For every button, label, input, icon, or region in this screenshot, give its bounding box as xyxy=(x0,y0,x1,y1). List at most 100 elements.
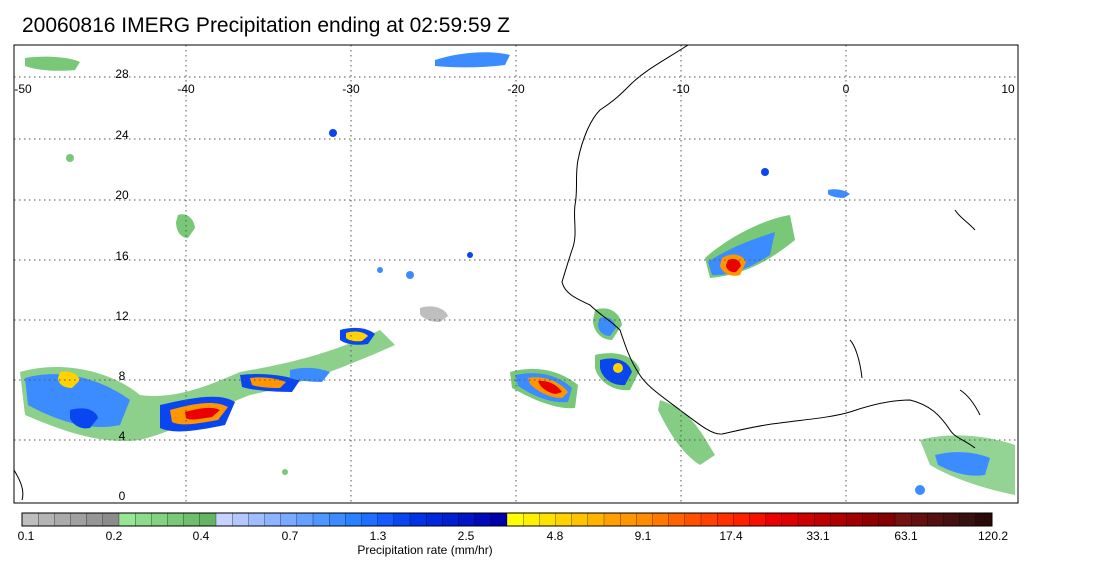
colorbar-swatch xyxy=(587,512,605,527)
colorbar-swatch xyxy=(151,512,168,527)
map-title: 20060816 IMERG Precipitation ending at 0… xyxy=(22,14,510,37)
colorbar-tick-label: 9.1 xyxy=(635,529,652,543)
colorbar-swatch xyxy=(361,512,379,527)
colorbar-frame xyxy=(21,512,993,527)
map-frame xyxy=(13,44,1019,504)
colorbar-swatch xyxy=(296,512,314,527)
colorbar-swatch xyxy=(539,512,556,527)
lon-label: 0 xyxy=(843,82,850,96)
colorbar-swatch xyxy=(684,512,702,527)
colorbar-swatch xyxy=(814,512,831,527)
colorbar-swatch xyxy=(54,512,71,527)
colorbar-tick-label: 1.3 xyxy=(370,529,387,543)
colorbar-swatch xyxy=(329,512,346,527)
colorbar-swatch xyxy=(894,512,912,527)
colorbar-swatch xyxy=(86,512,104,527)
colorbar-swatch xyxy=(765,512,783,527)
colorbar-swatch xyxy=(70,512,88,527)
lat-label: 0 xyxy=(119,489,126,503)
colorbar-swatch xyxy=(523,512,540,527)
colorbar-tick-labels: 0.1 0.2 0.4 0.7 1.3 2.5 4.8 9.1 17.4 33.… xyxy=(18,529,1009,543)
colorbar-tick-label: 17.4 xyxy=(719,529,743,543)
niger-delta xyxy=(959,389,981,416)
colorbar-swatch xyxy=(911,512,928,527)
coastlines xyxy=(14,45,981,501)
colorbar-swatch xyxy=(943,512,961,527)
colorbar-swatch xyxy=(830,512,847,527)
colorbar-tick-label: 63.1 xyxy=(894,529,918,543)
colorbar-swatch xyxy=(232,512,249,527)
colorbar-swatch xyxy=(927,512,944,527)
lat-label: 8 xyxy=(119,369,126,383)
colorbar-tick-label: 120.2 xyxy=(978,529,1008,543)
colorbar-swatch xyxy=(199,512,217,527)
lon-label: -10 xyxy=(672,82,690,96)
colorbar-tick-label: 4.8 xyxy=(547,529,564,543)
colorbar-swatch xyxy=(620,512,637,527)
colorbar-swatch xyxy=(959,512,977,527)
colorbar-tick-label: 0.7 xyxy=(282,529,299,543)
rain-band-atlantic xyxy=(20,327,395,441)
graticule xyxy=(14,45,1018,503)
colorbar-swatch xyxy=(377,512,395,527)
colorbar-swatch xyxy=(215,512,233,527)
colorbar-swatch xyxy=(102,512,120,527)
lake-volta xyxy=(849,339,863,379)
lon-labels: -50 -40 -30 -20 -10 0 10 xyxy=(14,82,1015,96)
colorbar-swatch xyxy=(555,512,573,527)
colorbar-swatch xyxy=(135,512,152,527)
colorbar-swatch xyxy=(700,512,718,527)
rain-cluster-coast xyxy=(593,308,715,465)
rain-cluster-east-atlantic xyxy=(510,368,578,409)
colorbar-swatch xyxy=(846,512,864,527)
colorbar-swatch xyxy=(280,512,298,527)
colorbar-swatch xyxy=(506,512,524,527)
colorbar-swatch xyxy=(118,512,136,527)
colorbar-swatch xyxy=(603,512,621,527)
colorbar-swatch xyxy=(426,512,443,527)
rain-scatter xyxy=(25,52,1015,495)
colorbar-swatch xyxy=(733,512,750,527)
colorbar-title: Precipitation rate (mm/hr) xyxy=(357,543,493,557)
lat-labels: 0 4 8 12 16 20 24 28 xyxy=(115,67,129,503)
colorbar-swatch xyxy=(183,512,201,527)
colorbar-swatch xyxy=(862,512,880,527)
colorbar-swatch xyxy=(474,512,492,527)
colorbar-swatch xyxy=(21,512,39,527)
colorbar-swatch xyxy=(409,512,427,527)
colorbar-swatch xyxy=(749,512,767,527)
lat-label: 12 xyxy=(115,309,129,323)
colorbar-swatch xyxy=(781,512,799,527)
lon-label: -30 xyxy=(342,82,360,96)
coastline-south-america xyxy=(14,469,24,501)
colorbar-swatch xyxy=(975,512,993,527)
colorbar-tick-label: 0.2 xyxy=(106,529,123,543)
colorbar-swatch xyxy=(345,512,362,527)
colorbar-swatch xyxy=(490,512,508,527)
lake-chad xyxy=(954,209,976,231)
lat-label: 28 xyxy=(115,67,129,81)
colorbar-swatch xyxy=(668,512,686,527)
lat-label: 4 xyxy=(119,429,126,443)
colorbar-swatch xyxy=(652,512,670,527)
colorbar-swatch xyxy=(717,512,734,527)
lon-label: -50 xyxy=(14,82,32,96)
lat-label: 16 xyxy=(115,249,129,263)
colorbar-swatch xyxy=(797,512,815,527)
colorbar-swatch xyxy=(248,512,265,527)
lon-label: -20 xyxy=(507,82,525,96)
colorbar-swatch xyxy=(571,512,589,527)
lat-label: 20 xyxy=(115,188,129,202)
colorbar-swatch xyxy=(393,512,411,527)
lon-label: 10 xyxy=(1001,82,1015,96)
colorbar-swatch xyxy=(458,512,476,527)
colorbar-swatch xyxy=(312,512,330,527)
colorbar-tick-label: 0.4 xyxy=(193,529,210,543)
colorbar-swatch xyxy=(167,512,185,527)
colorbar-swatch xyxy=(264,512,282,527)
coastline-west-africa xyxy=(561,45,976,449)
colorbar xyxy=(21,512,993,527)
rain-cluster-sahel xyxy=(705,215,795,278)
colorbar-swatch xyxy=(878,512,896,527)
